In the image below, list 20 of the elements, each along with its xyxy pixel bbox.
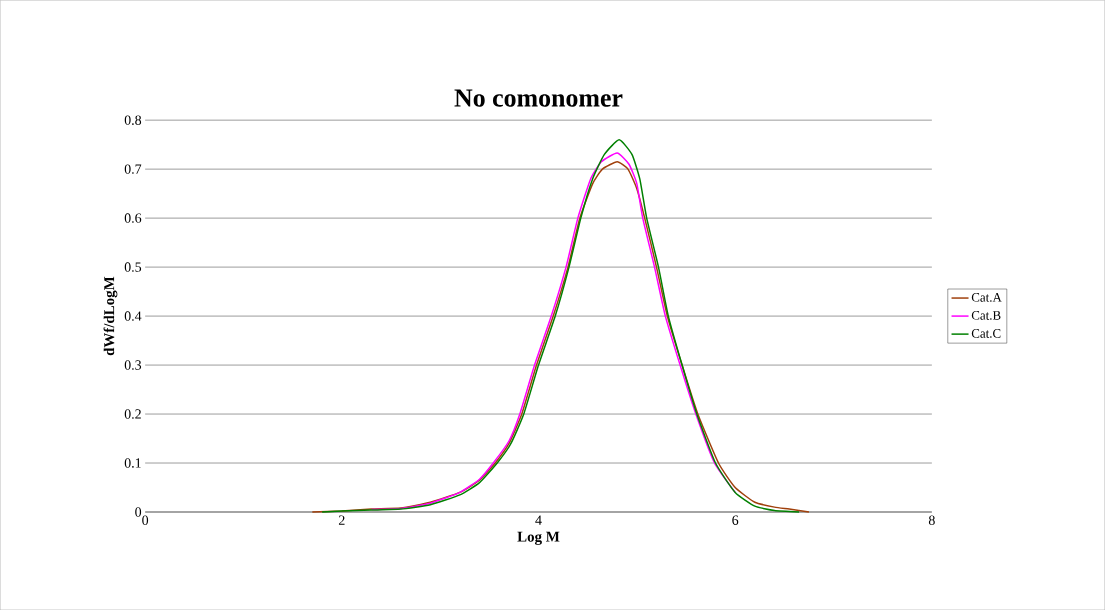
y-tick-label: 0 bbox=[135, 507, 142, 517]
x-tick-label: 0 bbox=[142, 515, 149, 525]
y-tick-label: 0.3 bbox=[124, 360, 142, 370]
y-tick-label: 0.2 bbox=[124, 409, 141, 419]
x-axis-title: Log M bbox=[517, 531, 560, 545]
x-tick-label: 6 bbox=[732, 515, 739, 525]
y-tick-label: 0.1 bbox=[124, 458, 141, 468]
y-tick-label: 0.6 bbox=[124, 213, 142, 223]
legend-label: Cat.C bbox=[971, 329, 1001, 338]
chart-title: No comonomer bbox=[454, 89, 623, 107]
x-tick-label: 4 bbox=[535, 515, 542, 525]
x-tick-label: 8 bbox=[928, 515, 935, 525]
legend-label: Cat.A bbox=[971, 292, 1002, 302]
y-tick-label: 0.7 bbox=[124, 164, 142, 174]
x-tick-label: 2 bbox=[338, 515, 345, 525]
y-tick-label: 0.4 bbox=[124, 311, 142, 321]
y-tick-label: 0.5 bbox=[124, 262, 142, 272]
y-tick-label: 0.8 bbox=[124, 115, 142, 125]
y-axis-title: dWf/dLogM bbox=[103, 276, 118, 356]
legend-label: Cat.B bbox=[971, 310, 1001, 320]
